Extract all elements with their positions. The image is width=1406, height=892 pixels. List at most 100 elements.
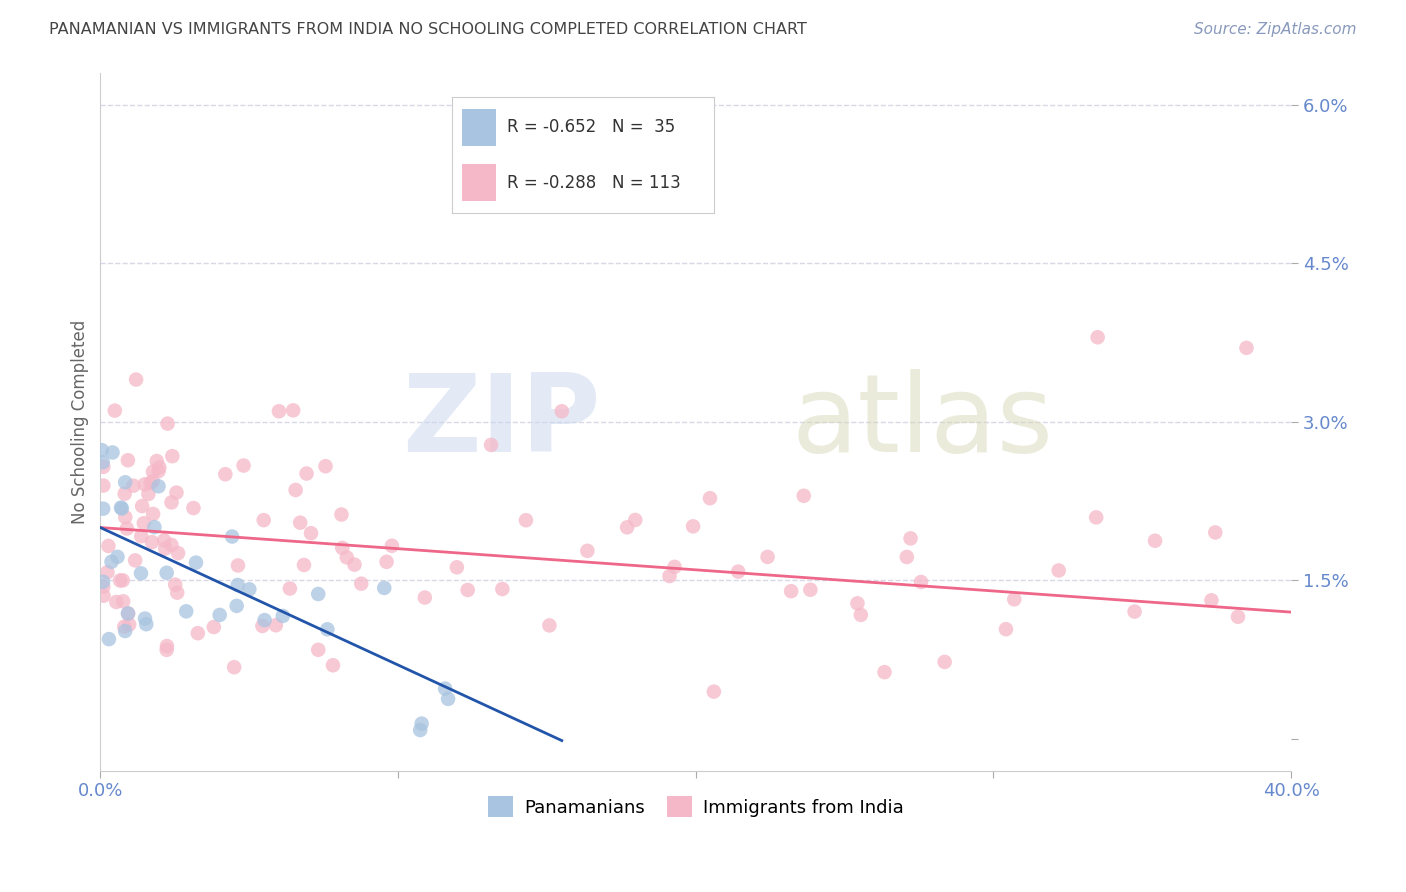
Point	[658, 569, 681, 583]
Point	[93, 589, 115, 603]
Point	[111, 574, 134, 588]
Point	[411, 716, 433, 731]
Point	[117, 453, 139, 467]
Point	[145, 454, 167, 468]
Point	[994, 622, 1017, 636]
Point	[91, 478, 114, 492]
Point	[91, 574, 114, 589]
Point	[187, 626, 209, 640]
Point	[284, 483, 307, 497]
Point	[316, 623, 339, 637]
Point	[375, 555, 398, 569]
Point	[271, 609, 294, 624]
Point	[1085, 510, 1108, 524]
Point	[381, 539, 404, 553]
Point	[479, 438, 502, 452]
Text: Source: ZipAtlas.com: Source: ZipAtlas.com	[1194, 22, 1357, 37]
Point	[112, 620, 135, 634]
Point	[699, 491, 721, 506]
Point	[114, 486, 136, 500]
Point	[165, 577, 187, 591]
Point	[117, 607, 139, 621]
Point	[703, 684, 725, 698]
Point	[727, 565, 749, 579]
Point	[1144, 533, 1167, 548]
Point	[148, 460, 170, 475]
Point	[156, 566, 179, 580]
Point	[350, 576, 373, 591]
Point	[107, 549, 129, 564]
Point	[108, 574, 131, 588]
Point	[91, 580, 114, 594]
Point	[1087, 330, 1109, 344]
Point	[253, 613, 276, 627]
Point	[148, 479, 170, 493]
Point	[100, 555, 122, 569]
Point	[118, 617, 141, 632]
Point	[307, 587, 329, 601]
Point	[134, 611, 156, 625]
Point	[799, 582, 821, 597]
Point	[105, 595, 128, 609]
Point	[900, 532, 922, 546]
Point	[664, 560, 686, 574]
Point	[96, 566, 118, 580]
Point	[336, 550, 359, 565]
Point	[125, 373, 148, 387]
Point	[491, 582, 513, 596]
Point	[112, 594, 135, 608]
Point	[156, 417, 179, 431]
Point	[114, 475, 136, 490]
Point	[155, 541, 177, 556]
Point	[437, 692, 460, 706]
Text: atlas: atlas	[792, 368, 1053, 475]
Point	[409, 723, 432, 737]
Point	[1123, 605, 1146, 619]
Point	[91, 459, 114, 474]
Point	[253, 513, 276, 527]
Point	[166, 585, 188, 599]
Point	[214, 467, 236, 482]
Point	[90, 443, 112, 458]
Point	[143, 520, 166, 534]
Point	[202, 620, 225, 634]
Point	[238, 582, 260, 597]
Y-axis label: No Schooling Completed: No Schooling Completed	[72, 319, 89, 524]
Point	[117, 607, 139, 621]
Point	[551, 404, 574, 418]
Point	[91, 501, 114, 516]
Point	[156, 643, 179, 657]
Point	[330, 508, 353, 522]
Point	[1226, 609, 1249, 624]
Point	[793, 489, 815, 503]
Point	[322, 658, 344, 673]
Point	[1047, 564, 1070, 578]
Point	[226, 558, 249, 573]
Point	[115, 522, 138, 536]
Point	[129, 529, 152, 543]
Point	[515, 513, 537, 527]
Point	[910, 574, 932, 589]
Point	[343, 558, 366, 572]
Point	[315, 459, 337, 474]
Point	[292, 558, 315, 572]
Point	[110, 500, 132, 515]
Point	[138, 487, 160, 501]
Point	[616, 520, 638, 534]
Point	[142, 507, 165, 521]
Point	[91, 455, 114, 469]
Point	[131, 499, 153, 513]
Point	[184, 556, 207, 570]
Point	[183, 501, 205, 516]
Point	[111, 501, 134, 516]
Point	[153, 533, 176, 548]
Point	[174, 604, 197, 618]
Point	[299, 526, 322, 541]
Point	[434, 681, 457, 696]
Legend: Panamanians, Immigrants from India: Panamanians, Immigrants from India	[481, 789, 911, 824]
Point	[330, 541, 353, 555]
Point	[124, 553, 146, 567]
Point	[252, 619, 274, 633]
Point	[295, 467, 318, 481]
Text: ZIP: ZIP	[402, 368, 600, 475]
